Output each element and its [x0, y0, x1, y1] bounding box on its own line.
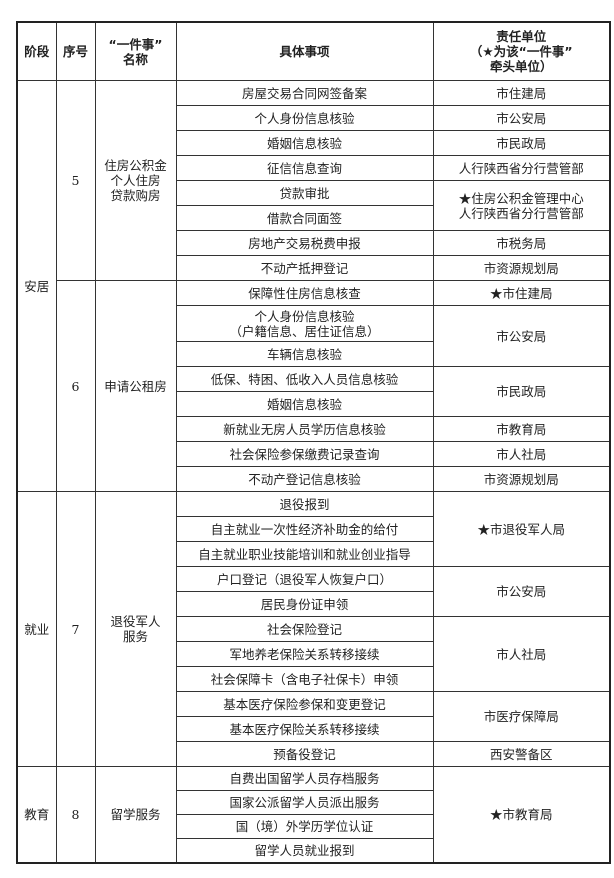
- responsible-unit-cell: ★住房公积金管理中心 人行陕西省分行营管部: [432, 180, 611, 231]
- specific-item-cell: 国（境）外学历学位认证: [175, 814, 434, 839]
- table-row: 安居 5 住房公积金 个人住房 贷款购房 房屋交易合同网签备案 市住建局: [16, 80, 611, 492]
- table-row: 社会保险登记 市人社局: [17, 616, 611, 692]
- table-row: 房地产交易税费申报 市税务局: [17, 230, 611, 256]
- serial-number-cell: 8: [55, 766, 96, 863]
- specific-item-cell: 个人身份信息核验: [175, 105, 434, 131]
- matter-name-cell: 住房公积金 个人住房 贷款购房: [94, 80, 177, 281]
- header-unit: 责任单位 （★为该“一件事” 牵头单位）: [432, 21, 611, 81]
- specific-item-cell: 新就业无房人员学历信息核验: [175, 416, 434, 442]
- responsibility-table: 阶段 序号 “一件事” 名称 具体事项 责任单位 （★为该“一件事” 牵头单位）…: [16, 21, 611, 864]
- stage-cell: 就业: [16, 491, 57, 767]
- responsible-unit-cell: 市公安局: [432, 305, 611, 367]
- specific-item-cell: 征信信息查询: [175, 155, 434, 181]
- stage-cell: 教育: [16, 766, 57, 863]
- specific-item-cell: 居民身份证申领: [175, 591, 434, 617]
- table-row: 征信信息查询 人行陕西省分行营管部: [17, 155, 611, 181]
- specific-item-cell: 个人身份信息核验 （户籍信息、居住证信息）: [175, 305, 434, 342]
- header-row: 阶段 序号 “一件事” 名称 具体事项 责任单位 （★为该“一件事” 牵头单位）: [16, 21, 611, 81]
- table-row: 社会保障卡（含电子社保卡）申领: [17, 666, 610, 692]
- specific-item-cell: 基本医疗保险参保和变更登记: [175, 691, 434, 717]
- responsible-unit-cell: ★市退役军人局: [432, 491, 611, 567]
- header-name: “一件事” 名称: [94, 21, 177, 81]
- responsible-unit-cell: 市医疗保障局: [432, 691, 611, 742]
- table-row: 留学人员就业报到: [17, 838, 610, 863]
- specific-item-cell: 自主就业一次性经济补助金的给付: [175, 516, 434, 542]
- specific-item-cell: 社会保险登记: [175, 616, 434, 642]
- table-row: 6 申请公租房 保障性住房信息核查 ★市住建局: [17, 280, 611, 492]
- responsible-unit-cell: 市教育局: [432, 416, 611, 442]
- specific-item-cell: 自主就业职业技能培训和就业创业指导: [175, 541, 434, 567]
- responsible-unit-cell: 市税务局: [432, 230, 611, 256]
- matter-name-cell: 留学服务: [94, 766, 177, 863]
- responsible-unit-cell: 市住建局: [432, 80, 611, 106]
- table-row: 预备役登记 西安警备区: [17, 741, 611, 767]
- responsible-unit-cell: ★市教育局: [432, 766, 611, 863]
- table-row: 低保、特困、低收入人员信息核验 市民政局: [17, 366, 611, 417]
- header-stage: 阶段: [16, 21, 57, 81]
- table-row: 军地养老保险关系转移接续: [17, 641, 610, 667]
- matter-name-cell: 退役军人 服务: [94, 491, 177, 767]
- responsible-unit-cell: 市民政局: [432, 366, 611, 417]
- specific-item-cell: 户口登记（退役军人恢复户口）: [175, 566, 434, 592]
- header-item: 具体事项: [175, 21, 434, 81]
- table-row: 新就业无房人员学历信息核验 市教育局: [17, 416, 611, 442]
- responsible-unit-cell: 市资源规划局: [432, 255, 611, 281]
- specific-item-cell: 保障性住房信息核查: [175, 280, 434, 306]
- table-row: 教育 8 留学服务 自费出国留学人员存档服务 ★市教育局: [16, 766, 611, 863]
- specific-item-cell: 房地产交易税费申报: [175, 230, 434, 256]
- stage-cell: 安居: [16, 80, 57, 492]
- specific-item-cell: 国家公派留学人员派出服务: [175, 790, 434, 815]
- responsible-unit-cell: 人行陕西省分行营管部: [432, 155, 611, 181]
- responsible-unit-cell: 市资源规划局: [432, 466, 611, 492]
- specific-item-cell: 车辆信息核验: [175, 341, 434, 367]
- serial-number-cell: 6: [55, 280, 96, 492]
- specific-item-cell: 房屋交易合同网签备案: [175, 80, 434, 106]
- specific-item-cell: 留学人员就业报到: [175, 838, 434, 863]
- table-row: 自主就业职业技能培训和就业创业指导: [17, 541, 610, 567]
- table-row: 社会保险参保缴费记录查询 市人社局: [17, 441, 611, 467]
- specific-item-cell: 退役报到: [175, 491, 434, 517]
- specific-item-cell: 婚姻信息核验: [175, 130, 434, 156]
- table-body: 安居 5 住房公积金 个人住房 贷款购房 房屋交易合同网签备案 市住建局 个人身份信息核验…: [16, 80, 611, 863]
- specific-item-cell: 婚姻信息核验: [175, 391, 434, 417]
- table-row: 基本医疗保险参保和变更登记 市医疗保障局: [17, 691, 611, 742]
- specific-item-cell: 基本医疗保险关系转移接续: [175, 716, 434, 742]
- specific-item-cell: 自费出国留学人员存档服务: [175, 766, 434, 791]
- specific-item-cell: 借款合同面签: [175, 205, 434, 231]
- responsible-unit-cell: 市人社局: [432, 441, 611, 467]
- specific-item-cell: 社会保障卡（含电子社保卡）申领: [175, 666, 434, 692]
- specific-item-cell: 社会保险参保缴费记录查询: [175, 441, 434, 467]
- table-row: 婚姻信息核验 市民政局: [17, 130, 611, 156]
- table-row: 车辆信息核验: [17, 341, 610, 367]
- table-row: 个人身份信息核验 市公安局: [17, 105, 611, 131]
- table-row: 个人身份信息核验 （户籍信息、居住证信息） 市公安局: [17, 305, 611, 367]
- table-row: 贷款审批 ★住房公积金管理中心 人行陕西省分行营管部: [17, 180, 611, 231]
- responsible-unit-cell: 市公安局: [432, 566, 611, 617]
- responsible-unit-cell: 市人社局: [432, 616, 611, 692]
- table-row: 就业 7 退役军人 服务 退役报到 ★市退役军人局: [16, 491, 611, 767]
- specific-item-cell: 低保、特困、低收入人员信息核验: [175, 366, 434, 392]
- specific-item-cell: 预备役登记: [175, 741, 434, 767]
- responsible-unit-cell: 市公安局: [432, 105, 611, 131]
- responsible-unit-cell: 市民政局: [432, 130, 611, 156]
- responsible-unit-cell: ★市住建局: [432, 280, 611, 306]
- matter-name-cell: 申请公租房: [94, 280, 177, 492]
- specific-item-cell: 不动产登记信息核验: [175, 466, 434, 492]
- serial-number-cell: 7: [55, 491, 96, 767]
- table-row: 居民身份证申领: [17, 591, 610, 617]
- serial-number-cell: 5: [55, 80, 96, 281]
- table-row: 国家公派留学人员派出服务: [17, 790, 610, 815]
- table-row: 基本医疗保险关系转移接续: [17, 716, 610, 742]
- specific-item-cell: 贷款审批: [175, 180, 434, 206]
- specific-item-cell: 军地养老保险关系转移接续: [175, 641, 434, 667]
- header-no: 序号: [55, 21, 96, 81]
- responsible-unit-cell: 西安警备区: [432, 741, 611, 767]
- table-row: 户口登记（退役军人恢复户口） 市公安局: [17, 566, 611, 617]
- specific-item-cell: 不动产抵押登记: [175, 255, 434, 281]
